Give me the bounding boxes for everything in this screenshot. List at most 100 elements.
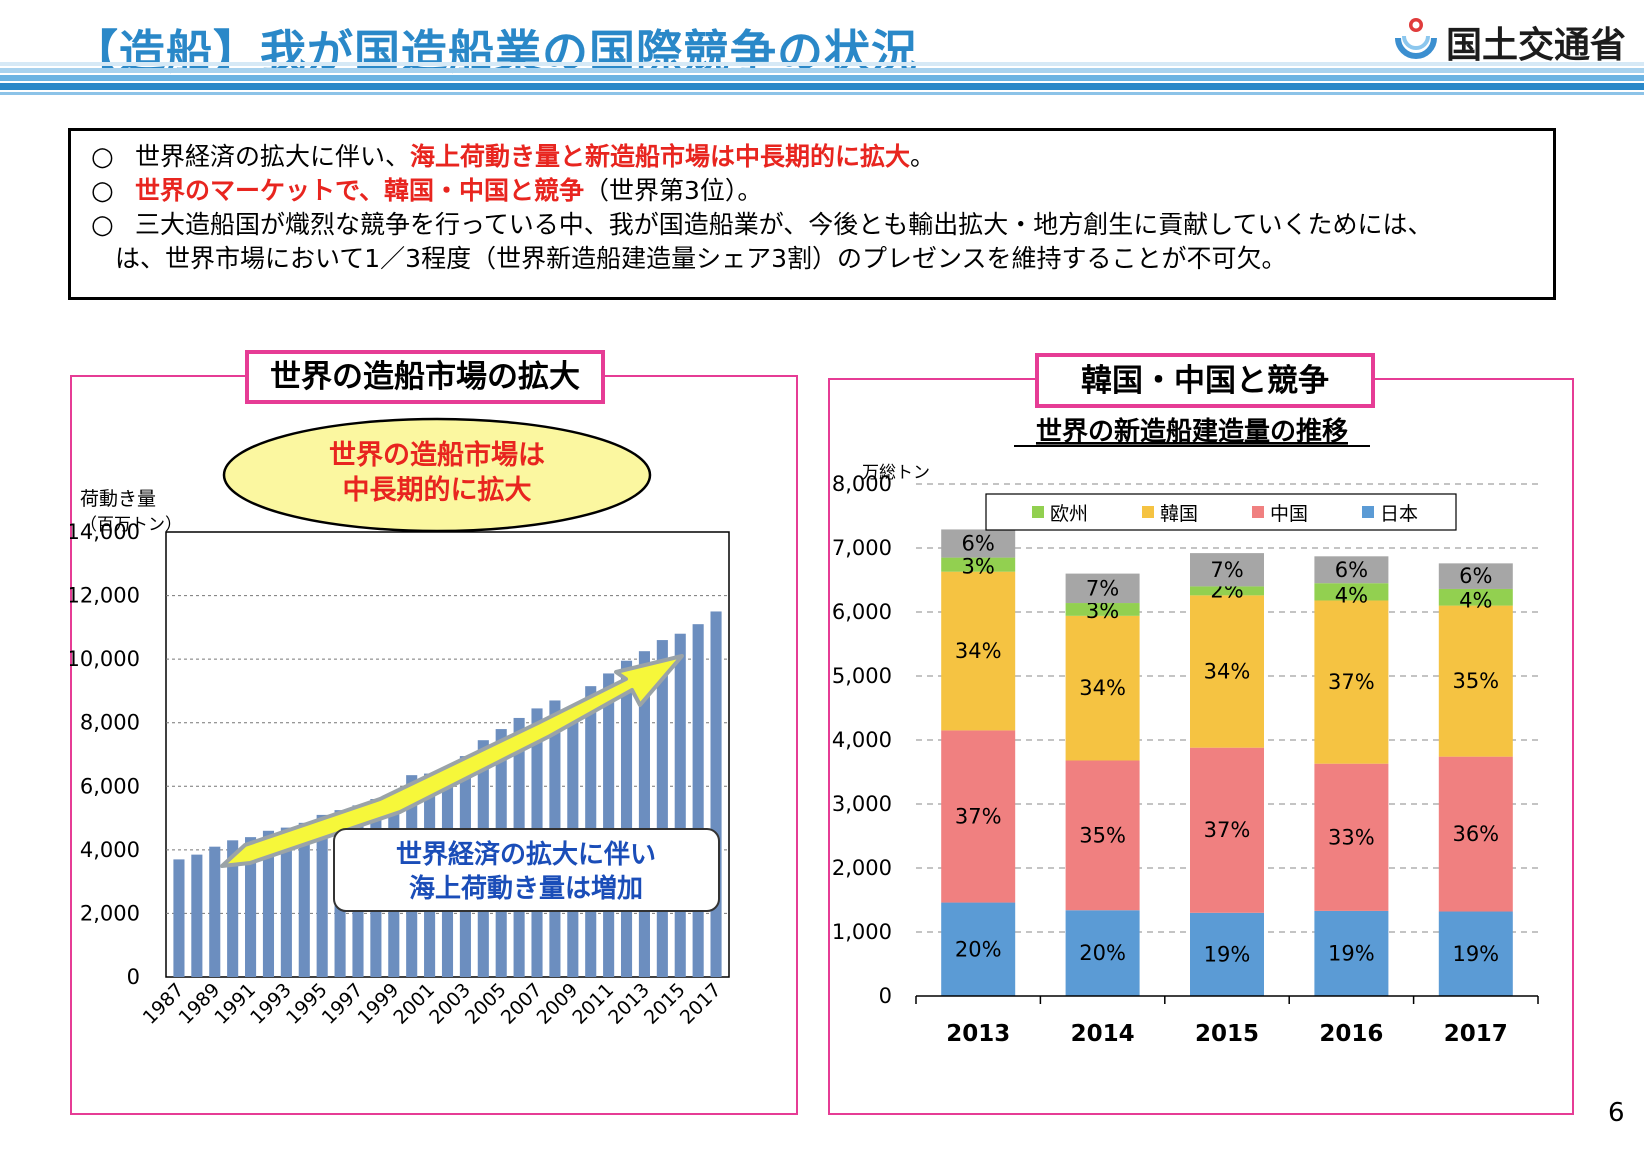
chart2-xtick-label: 2013 bbox=[946, 1021, 1010, 1047]
bullet-circle-icon: ○ bbox=[91, 210, 114, 240]
chart1-bar bbox=[209, 846, 221, 977]
chart2-data-label: 19% bbox=[1204, 942, 1251, 966]
chart2-bar-segment bbox=[1314, 763, 1389, 911]
chart2-data-label: 20% bbox=[1079, 941, 1126, 965]
chart2-data-label: 19% bbox=[1452, 942, 1499, 966]
legend-swatch bbox=[1032, 506, 1044, 518]
chart2-data-label: 34% bbox=[1204, 660, 1251, 684]
chart1-xtick-label: 1991 bbox=[210, 979, 260, 1029]
chart2-bar-segment bbox=[1438, 563, 1513, 589]
chart2-ytick-label: 1,000 bbox=[832, 920, 892, 944]
chart1-xtick-label: 1999 bbox=[354, 979, 404, 1029]
header-stripes bbox=[0, 62, 1644, 95]
chart2-bar-segment bbox=[941, 529, 1016, 558]
chart1-xtick-label: 2005 bbox=[461, 979, 511, 1029]
chart2-xtick-label: 2016 bbox=[1319, 1021, 1383, 1047]
chart1-ytick-label: 2,000 bbox=[80, 901, 140, 925]
chart2-ytick-label: 6,000 bbox=[832, 600, 892, 624]
chart1-xtick-label: 2015 bbox=[640, 979, 690, 1029]
chart2-data-label: 6% bbox=[1459, 564, 1492, 588]
oval-line2: 中長期的に拡大 bbox=[343, 474, 532, 506]
legend-label: 日本 bbox=[1380, 503, 1418, 525]
chart1-bar bbox=[620, 660, 633, 977]
bullet-2-highlight: 世界のマーケットで、韓国・中国と競争 bbox=[135, 176, 585, 205]
chart1-bar bbox=[262, 830, 275, 977]
page-number: 6 bbox=[1608, 1098, 1625, 1128]
chart2-bars: 20%37%34%3%6%20%35%34%3%7%19%37%34%2%7%1… bbox=[941, 529, 1513, 996]
chart1-xtick-label: 2011 bbox=[568, 979, 618, 1029]
chart2-data-label: 4% bbox=[1459, 589, 1492, 613]
summary-bullet-3-line2: は、世界市場において1／3程度（世界新造船建造量シェア3割）のプレゼンスを維持す… bbox=[115, 244, 1287, 273]
chart1-ytick-label: 4,000 bbox=[80, 838, 140, 862]
chart1-bar bbox=[280, 827, 292, 977]
logo-text: 国土交通省 bbox=[1446, 25, 1627, 66]
bullet-1-highlight: 海上荷動き量と新造船市場は中長期的に拡大 bbox=[410, 142, 911, 171]
summary-box: ○ 世界経済の拡大に伴い、海上荷動き量と新造船市場は中長期的に拡大。 ○ 世界のマー… bbox=[68, 128, 1556, 300]
chart1-bar bbox=[674, 633, 686, 977]
chart2-data-label: 6% bbox=[1335, 558, 1368, 582]
chart2-xtick-label: 2014 bbox=[1071, 1021, 1135, 1047]
bullet-2-text: （世界第3位）。 bbox=[584, 176, 763, 205]
chart1-ytick-label: 8,000 bbox=[80, 711, 140, 735]
bullet-1-end: 。 bbox=[910, 142, 936, 171]
callout-box bbox=[333, 828, 720, 912]
chart2-bar-segment bbox=[1438, 756, 1513, 912]
chart2-data-label: 20% bbox=[955, 937, 1002, 961]
chart2-bar-segment bbox=[1314, 556, 1389, 584]
chart1-bar bbox=[227, 840, 239, 977]
chart2-axis: 0 1,000 2,000 3,000 4,000 5,000 6,000 7,000 8,00… bbox=[832, 472, 1539, 1047]
callout-line1: 世界経済の拡大に伴い bbox=[396, 839, 656, 870]
chart2-bar-segment bbox=[941, 902, 1016, 996]
chart2-bar-segment bbox=[1065, 603, 1140, 616]
chart2-ytick-label: 5,000 bbox=[832, 664, 892, 688]
chart1-ytick-label: 12,000 bbox=[70, 584, 140, 608]
chart2-bar-segment bbox=[1190, 586, 1264, 596]
chart1-xtick-label: 1997 bbox=[318, 979, 368, 1029]
chart1-xtick-label: 2007 bbox=[497, 979, 547, 1029]
chart1-xtick-label: 1995 bbox=[282, 979, 332, 1029]
bullet-circle-icon: ○ bbox=[91, 142, 114, 172]
chart2-bar-segment bbox=[1438, 588, 1513, 606]
shipbuilding-share-chart: 世界の新造船建造量の推移 万総トン 20%37%34%3%6%20%35%34%… bbox=[832, 416, 1539, 1047]
chart2-legend-box bbox=[985, 493, 1457, 531]
legend-label: 欧州 bbox=[1050, 503, 1088, 525]
chart2-data-label: 36% bbox=[1452, 822, 1499, 846]
legend-swatch bbox=[1142, 506, 1154, 518]
chart1-bar bbox=[603, 673, 615, 977]
chart1-bar bbox=[298, 822, 310, 977]
chart2-bar-segment bbox=[941, 571, 1016, 731]
chart2-bar-segment bbox=[1190, 747, 1264, 913]
chart2-bar-segment bbox=[1438, 605, 1513, 757]
callout-oval bbox=[222, 417, 652, 533]
chart1-bar bbox=[638, 651, 650, 977]
chart2-data-label: 6% bbox=[962, 532, 995, 556]
bullet-1-text: 世界経済の拡大に伴い、 bbox=[135, 142, 411, 171]
chart2-ytick-label: 7,000 bbox=[832, 536, 892, 560]
chart2-bar-segment bbox=[941, 730, 1016, 903]
legend-label: 韓国 bbox=[1160, 503, 1198, 525]
chart2-bar-segment bbox=[1314, 583, 1389, 601]
chart1-xtick-label: 2001 bbox=[389, 979, 439, 1029]
chart2-data-label: 19% bbox=[1328, 941, 1375, 965]
oval-line1: 世界の造船市場は bbox=[329, 439, 545, 471]
legend-swatch bbox=[1252, 506, 1264, 518]
chart2-bar-segment bbox=[1065, 760, 1140, 911]
chart2-data-label: 33% bbox=[1328, 825, 1375, 849]
chart2-xtick-label: 2017 bbox=[1444, 1021, 1508, 1047]
chart1-ylabel-line2: （百万トン） bbox=[80, 515, 182, 535]
shipping-volume-chart: 0 2,000 4,000 6,000 8,000 10,000 12,000 14,000 1… bbox=[70, 417, 730, 1029]
chart2-bar-segment bbox=[1438, 911, 1513, 996]
chart1-bar bbox=[692, 624, 704, 977]
chart1-xtick-label: 2009 bbox=[533, 979, 583, 1029]
right-panel-title: 韓国・中国と競争 bbox=[1035, 353, 1375, 408]
chart1-xtick-label: 2017 bbox=[676, 979, 726, 1029]
chart1-bar bbox=[245, 837, 257, 977]
chart1-ytick-label: 0 bbox=[127, 965, 140, 989]
chart2-data-label: 37% bbox=[955, 804, 1002, 828]
logo: 国土交通省 bbox=[1390, 12, 1640, 66]
chart2-bar-segment bbox=[1065, 573, 1140, 604]
chart2-ytick-label: 2,000 bbox=[832, 856, 892, 880]
chart2-data-label: 37% bbox=[1328, 670, 1375, 694]
chart2-ylabel: 万総トン bbox=[862, 463, 930, 483]
chart2-xtick-label: 2015 bbox=[1195, 1021, 1259, 1047]
